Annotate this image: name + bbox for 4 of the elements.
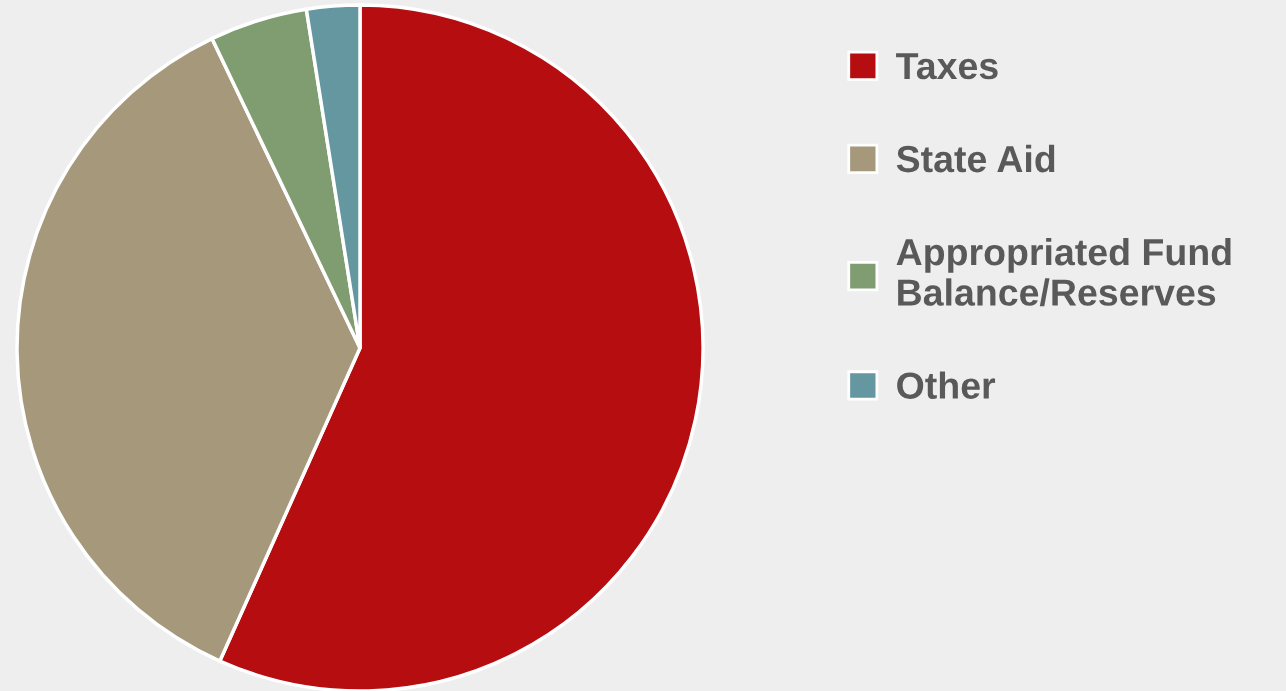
- legend-label: Taxes: [896, 53, 998, 80]
- legend-label: Appropriated Fund Balance/Reserves: [896, 237, 1231, 307]
- legend-label: State Aid: [896, 144, 1055, 173]
- legend-label: Other: [897, 371, 996, 399]
